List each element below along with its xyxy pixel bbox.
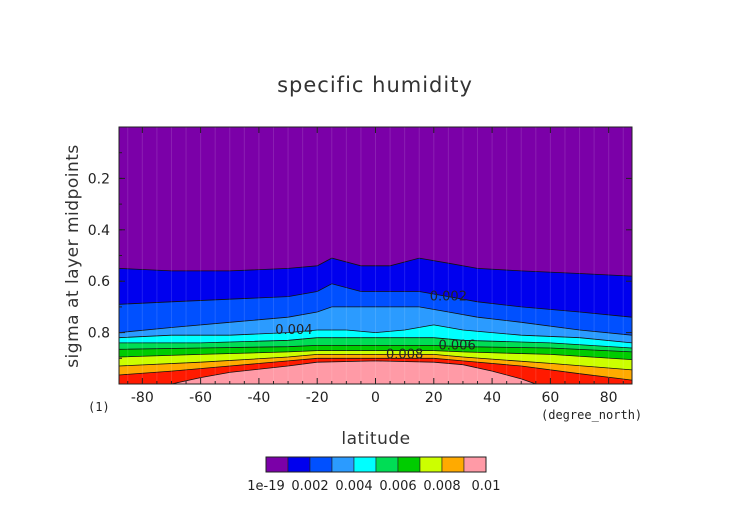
colorbar-frame	[265, 456, 487, 473]
colorbar-cell	[353, 456, 377, 473]
x-units-label: (degree_north)	[541, 408, 642, 422]
colorbar-cell	[287, 456, 311, 473]
y-axis-ticks: 0.2 0.4 0.6 0.8	[88, 152, 632, 385]
contour-line-5	[119, 337, 632, 349]
contour-label-1: 0.004	[275, 323, 312, 338]
colorbar-cell	[375, 456, 399, 473]
contour-label-0: 0.002	[430, 290, 467, 305]
x-tick-label: 0	[371, 390, 380, 406]
y-tick-label: 0.4	[88, 223, 110, 239]
contour-line-1	[119, 257, 632, 277]
contour-labels: 0.002 0.004 0.006 0.008	[275, 290, 475, 363]
colorbar-label: 0.006	[379, 479, 416, 494]
contour-line-8	[119, 354, 632, 371]
x-tick-label: -80	[131, 390, 154, 406]
x-tick-label: 80	[600, 390, 618, 406]
x-tick-label: -60	[189, 390, 212, 406]
contour-label-2: 0.006	[439, 338, 476, 353]
y-tick-label: 0.2	[88, 171, 110, 187]
contour-fills	[119, 127, 632, 384]
colorbar-cell	[331, 456, 355, 473]
chart-title: specific humidity	[277, 73, 473, 97]
colorbar-cell	[441, 456, 465, 473]
colorbar-cell	[397, 456, 421, 473]
contour-line-10	[171, 360, 536, 384]
colorbar-cell	[265, 456, 289, 473]
colorbar: 1e-19 0.002 0.004 0.006 0.008 0.01	[247, 456, 500, 494]
contour-label-3: 0.008	[386, 347, 423, 362]
contour-band-10	[171, 360, 536, 384]
contour-line-3	[119, 306, 632, 336]
contour-line-6	[119, 345, 632, 353]
x-tick-label: 60	[541, 390, 559, 406]
colorbar-cell	[309, 456, 333, 473]
colorbar-label: 0.01	[472, 479, 501, 494]
colorbar-label: 0.004	[335, 479, 372, 494]
colorbar-label: 0.008	[423, 479, 460, 494]
plot-area: 0.002 0.004 0.006 0.008	[119, 127, 632, 384]
x-tick-label: -40	[247, 390, 270, 406]
colorbar-cell	[463, 456, 487, 473]
colorbar-label: 0.002	[291, 479, 328, 494]
x-tick-label: 20	[425, 390, 443, 406]
colorbar-label: 1e-19	[247, 479, 285, 494]
x-tick-label: -20	[306, 390, 329, 406]
contour-line-7	[119, 350, 632, 360]
y-tick-label: 0.8	[88, 326, 110, 342]
colorbar-cell	[419, 456, 443, 473]
colorbar-cells	[265, 456, 487, 473]
contour-lines	[119, 127, 632, 384]
x-axis-label: latitude	[341, 429, 410, 449]
colorbar-labels: 1e-19 0.002 0.004 0.006 0.008 0.01	[247, 479, 500, 494]
x-tick-label: 40	[483, 390, 501, 406]
y-tick-label: 0.6	[88, 274, 110, 290]
contour-line-9	[119, 357, 632, 381]
y-axis-label: sigma at layer midpoints	[63, 144, 83, 368]
y-units-label: (1)	[88, 400, 110, 414]
contour-line-4	[119, 324, 632, 344]
x-axis-ticks: -80 -60 -40 -20 0 20 40 60 80	[127, 127, 624, 406]
contour-line-2	[119, 283, 632, 318]
